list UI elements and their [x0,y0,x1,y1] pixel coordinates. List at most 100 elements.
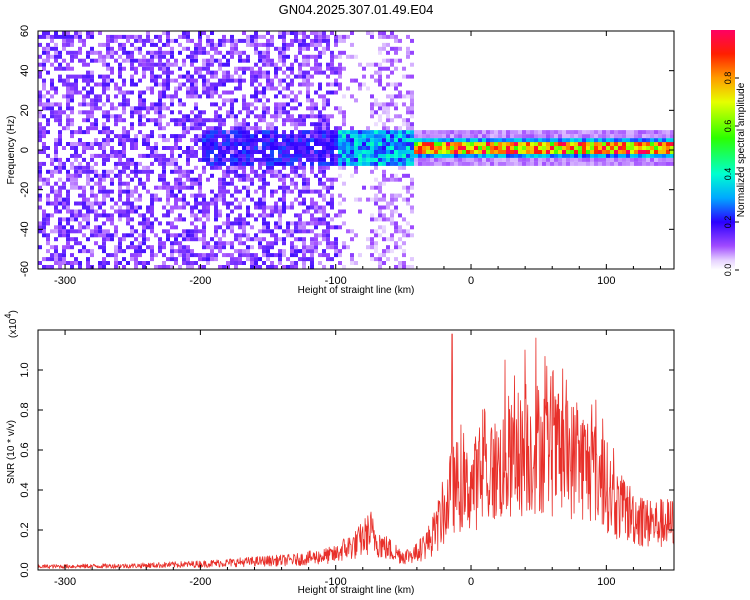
heatmap-cell [298,189,302,194]
heatmap-cell [322,118,326,123]
heatmap-cell [246,34,250,39]
heatmap-cell [298,42,302,47]
heatmap-cell [622,134,626,139]
heatmap-cell [190,205,194,210]
heatmap-cell [310,161,314,166]
heatmap-cell [122,142,126,146]
heatmap-cell [106,261,110,265]
heatmap-cell [318,217,322,222]
heatmap-cell [54,153,58,158]
heatmap-cell [122,42,126,47]
heatmap-cell [554,161,558,166]
heatmap-cell [174,90,178,95]
heatmap-cell [170,78,174,83]
heatmap-cell [318,253,322,258]
heatmap-cell [342,122,346,127]
heatmap-cell [510,130,514,135]
heatmap-cell [42,150,46,154]
heatmap-cell [198,257,202,262]
heatmap-cell [54,58,58,63]
heatmap-cell [154,74,158,79]
heatmap-cell [214,161,218,166]
heatmap-cell [590,157,594,162]
heatmap-cell [254,265,258,269]
heatmap-cell [214,205,218,210]
heatmap-cell [98,50,102,55]
heatmap-cell [302,142,306,146]
heatmap-cell [330,245,334,250]
heatmap-cell [90,169,94,174]
heatmap-cell [658,130,662,135]
heatmap-cell [318,62,322,67]
heatmap-cell [442,130,446,135]
heatmap-cell [406,265,410,269]
heatmap-cell [634,134,638,139]
heatmap-cell [246,161,250,166]
heatmap-cell [214,153,218,158]
heatmap-cell [370,161,374,166]
heatmap-cell [110,217,114,222]
heatmap-cell [202,209,206,214]
heatmap-cell [150,106,154,111]
heatmap-cell [126,213,130,218]
heatmap-cell [518,130,522,135]
heatmap-cell [402,253,406,258]
heatmap-cell [318,110,322,115]
heatmap-cell [358,62,362,67]
heatmap-cell [378,217,382,222]
heatmap-cell [58,106,62,111]
heatmap-cell [298,74,302,79]
heatmap-cell [406,134,410,139]
heatmap-cell [490,146,494,150]
heatmap-cell [170,50,174,55]
heatmap-cell [378,146,382,150]
heatmap-cell [466,138,470,143]
heatmap-cell [182,82,186,87]
heatmap-cell [198,70,202,75]
heatmap-cell [234,265,238,269]
heatmap-cell [166,265,170,269]
heatmap-cell [286,157,290,162]
heatmap-cell [94,161,98,166]
heatmap-cell [314,114,318,119]
heatmap-cell [426,130,430,135]
heatmap-cell [562,153,566,158]
heatmap-cell [262,138,266,143]
heatmap-cell [230,138,234,143]
heatmap-cell [514,130,518,135]
heatmap-cell [74,82,78,87]
heatmap-cell [154,34,158,39]
heatmap-cell [110,205,114,210]
heatmap-cell [182,169,186,174]
heatmap-cell [210,82,214,87]
heatmap-cell [326,46,330,51]
heatmap-cell [334,38,338,43]
heatmap-cells [38,31,674,269]
heatmap-cell [558,130,562,135]
heatmap-cell [250,157,254,162]
heatmap-cell [82,74,86,79]
heatmap-cell [62,126,66,131]
heatmap-cell [306,249,310,254]
heatmap-cell [118,150,122,154]
heatmap-cell [370,130,374,135]
heatmap-cell [234,66,238,71]
heatmap-cell [106,173,110,178]
heatmap-cell [322,134,326,139]
heatmap-cell [294,153,298,158]
heatmap-cell [38,98,42,103]
heatmap-cell [398,94,402,99]
heatmap-cell [374,201,378,206]
heatmap-cell [390,62,394,67]
heatmap-cell [98,94,102,99]
heatmap-cell [210,126,214,131]
heatmap-cell [102,42,106,47]
heatmap-cell [386,257,390,262]
heatmap-cell [154,122,158,127]
heatmap-cell [94,102,98,107]
heatmap-cell [294,181,298,186]
heatmap-cell [174,205,178,210]
heatmap-cell [322,193,326,198]
heatmap-cell [54,54,58,59]
heatmap-cell [358,157,362,162]
